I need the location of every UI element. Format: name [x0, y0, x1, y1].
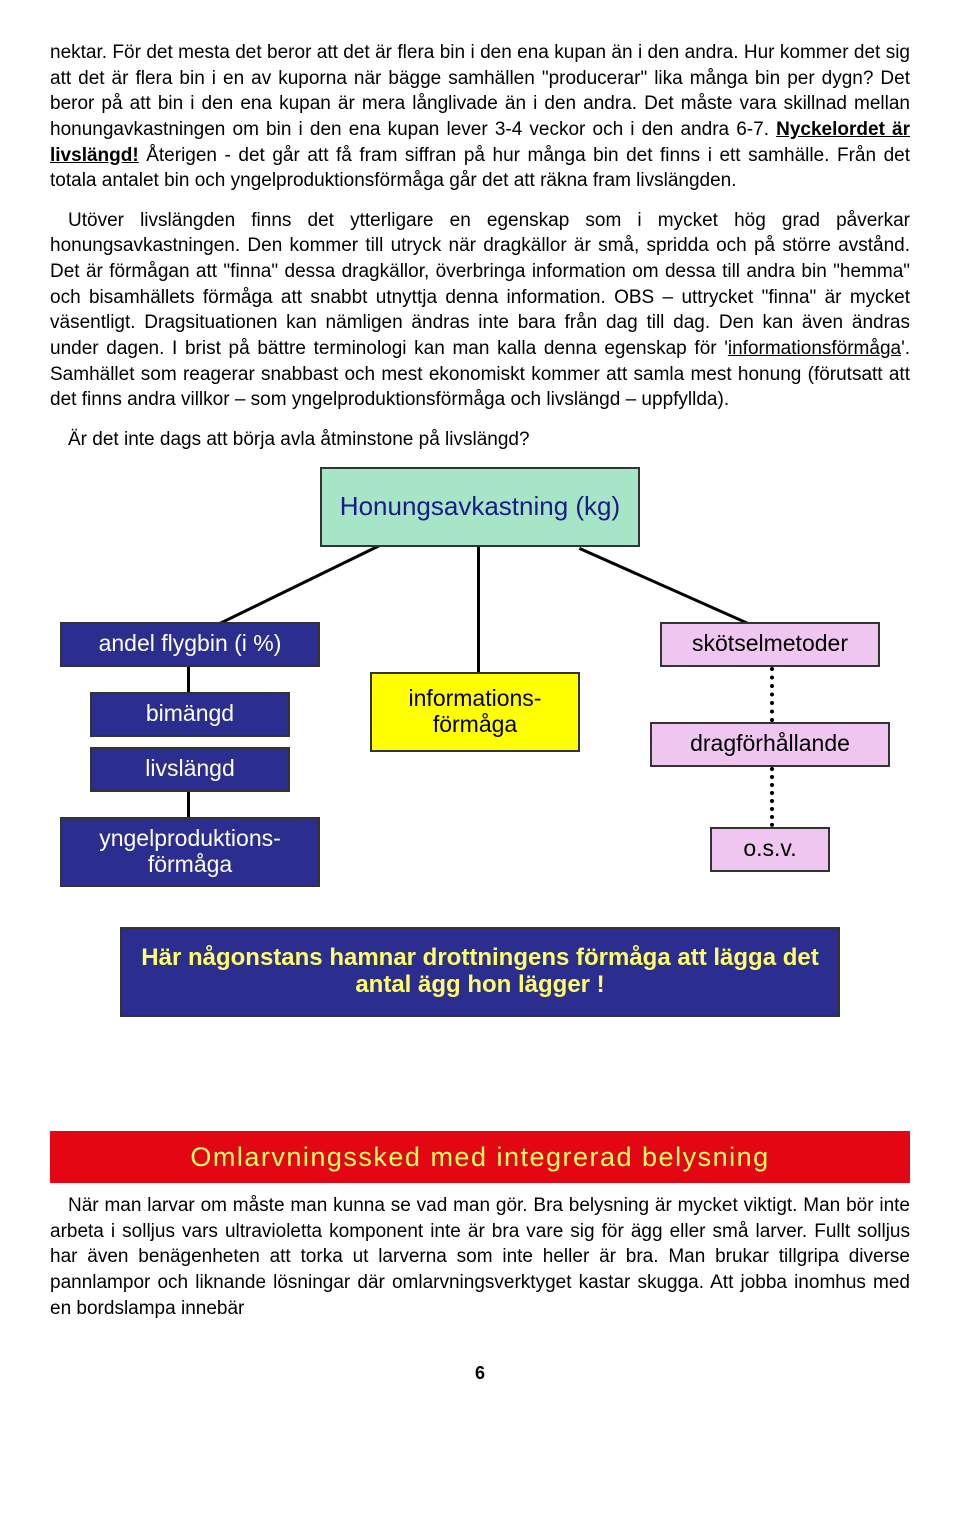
box-informationsförmåga: informations- förmåga	[370, 672, 580, 752]
p2-underline: informationsförmåga	[728, 338, 901, 359]
box-honungsavkastning: Honungsavkastning (kg)	[320, 467, 640, 547]
label-andel-flygbin: andel flygbin (i %)	[99, 631, 282, 656]
label-livslängd: livslängd	[145, 756, 235, 781]
paragraph-3: Är det inte dags att börja avla åtminsto…	[50, 427, 910, 453]
box-livslängd: livslängd	[90, 747, 290, 792]
dot-right-2	[770, 767, 774, 827]
dot-right-1	[770, 667, 774, 722]
label-yngelproduktion: yngelproduktions- förmåga	[70, 826, 310, 877]
paragraph-4: När man larvar om måste man kunna se vad…	[50, 1193, 910, 1321]
heading-omlarvningssked: Omlarvningssked med integrerad belysning	[50, 1131, 910, 1183]
label-skötselmetoder: skötselmetoder	[692, 631, 848, 656]
label-osv: o.s.v.	[743, 836, 796, 861]
diagram: Honungsavkastning (kg) andel flygbin (i …	[50, 467, 910, 1107]
box-andel-flygbin: andel flygbin (i %)	[60, 622, 320, 667]
box-bimängd: bimängd	[90, 692, 290, 737]
box-dragförhållande: dragförhållande	[650, 722, 890, 767]
label-bimängd: bimängd	[146, 701, 234, 726]
label-honungsavkastning: Honungsavkastning (kg)	[340, 492, 620, 521]
box-yngelproduktion: yngelproduktions- förmåga	[60, 817, 320, 887]
paragraph-2: Utöver livslängden finns det ytterligare…	[50, 208, 910, 413]
page-number: 6	[50, 1361, 910, 1385]
label-informationsförmåga: informations- förmåga	[380, 686, 570, 737]
line-top-mid	[477, 547, 480, 677]
paragraph-1: nektar. För det mesta det beror att det …	[50, 40, 910, 194]
box-drottning: Här någonstans hamnar drottningens förmå…	[120, 927, 840, 1017]
p1-text-b: Återigen - det går att få fram siffran p…	[50, 145, 910, 192]
box-skötselmetoder: skötselmetoder	[660, 622, 880, 667]
box-osv: o.s.v.	[710, 827, 830, 872]
p2-text-a: Utöver livslängden finns det ytterligare…	[50, 210, 910, 359]
label-dragförhållande: dragförhållande	[690, 731, 850, 756]
label-drottning: Här någonstans hamnar drottningens förmå…	[130, 945, 830, 998]
